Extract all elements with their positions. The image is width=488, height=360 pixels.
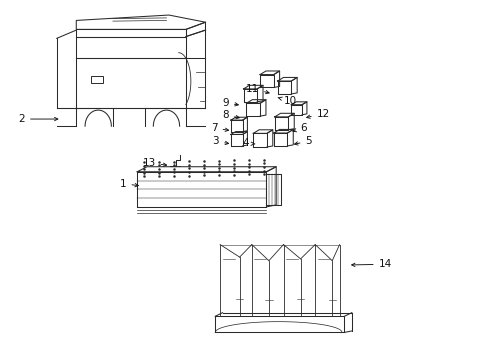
- Text: 11: 11: [245, 84, 268, 94]
- Text: 3: 3: [212, 136, 228, 146]
- Text: 12: 12: [306, 109, 329, 119]
- Text: 4: 4: [242, 139, 254, 148]
- Text: 6: 6: [292, 123, 306, 133]
- Text: 5: 5: [294, 136, 311, 146]
- Text: 14: 14: [351, 259, 391, 269]
- Text: 13: 13: [142, 158, 166, 168]
- Text: 10: 10: [278, 96, 296, 106]
- Bar: [91, 76, 103, 83]
- Text: 8: 8: [222, 111, 239, 121]
- Text: 1: 1: [120, 179, 138, 189]
- Text: 9: 9: [222, 98, 238, 108]
- Text: 2: 2: [19, 114, 58, 124]
- Text: 7: 7: [211, 123, 228, 133]
